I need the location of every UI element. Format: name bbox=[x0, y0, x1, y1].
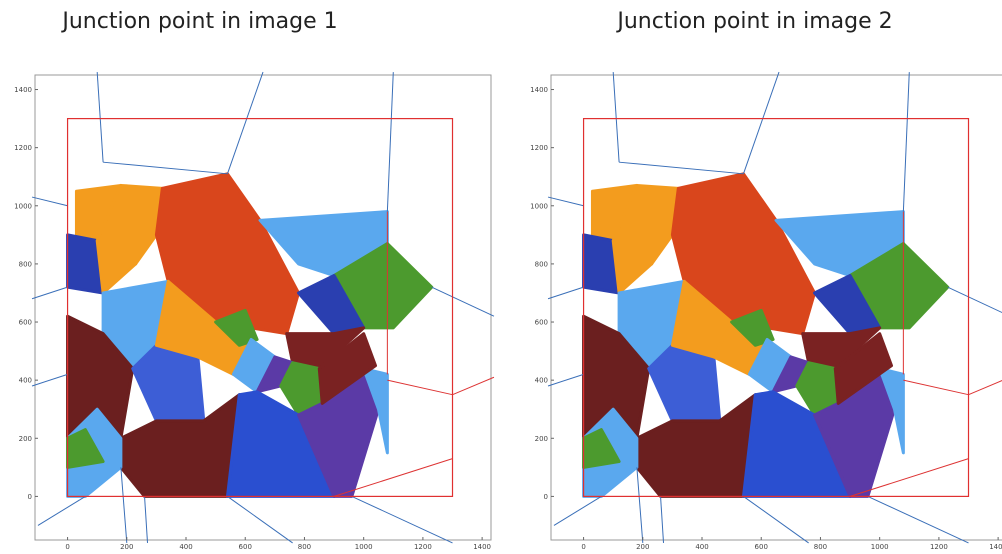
y-tick-label: 400 bbox=[535, 377, 548, 385]
x-tick-label: 0 bbox=[65, 543, 69, 551]
y-tick-label: 800 bbox=[535, 260, 548, 268]
x-tick-label: 1400 bbox=[989, 543, 1002, 551]
y-tick-label: 1000 bbox=[14, 202, 32, 210]
y-tick-label: 600 bbox=[19, 319, 32, 327]
y-tick-label: 800 bbox=[19, 260, 32, 268]
chart-title: Junction point in image 1 bbox=[60, 9, 337, 34]
y-tick-label: 600 bbox=[535, 319, 548, 327]
x-tick-label: 1000 bbox=[355, 543, 373, 551]
plot: 0 200 400 600 800 1000 1200 1400 0 200 400 600 800 10… bbox=[14, 72, 494, 551]
y-tick-label: 1000 bbox=[530, 202, 548, 210]
chart-title: Junction point in image 2 bbox=[615, 9, 892, 34]
y-tick-label: 1200 bbox=[530, 144, 548, 152]
x-tick-label: 400 bbox=[695, 543, 708, 551]
x-tick-label: 0 bbox=[581, 543, 585, 551]
y-tick-label: 400 bbox=[19, 377, 32, 385]
x-tick-label: 800 bbox=[814, 543, 827, 551]
y-tick-label: 0 bbox=[544, 493, 548, 501]
figure: Junction point in image 1 Junction point… bbox=[0, 0, 1002, 554]
x-tick-label: 200 bbox=[636, 543, 649, 551]
x-tick-label: 600 bbox=[239, 543, 252, 551]
x-tick-label: 400 bbox=[179, 543, 192, 551]
y-tick-label: 200 bbox=[19, 435, 32, 443]
x-tick-label: 1200 bbox=[930, 543, 948, 551]
plot: 0 200 400 600 800 1000 1200 1400 0 200 400 600 800 10… bbox=[530, 72, 1002, 551]
x-tick-label: 1400 bbox=[473, 543, 491, 551]
x-tick-label: 800 bbox=[298, 543, 311, 551]
y-tick-label: 200 bbox=[535, 435, 548, 443]
y-tick-label: 1400 bbox=[14, 86, 32, 94]
x-tick-label: 600 bbox=[755, 543, 768, 551]
y-tick-label: 1400 bbox=[530, 86, 548, 94]
y-tick-label: 0 bbox=[28, 493, 32, 501]
x-tick-label: 200 bbox=[120, 543, 133, 551]
x-tick-label: 1200 bbox=[414, 543, 432, 551]
x-tick-label: 1000 bbox=[871, 543, 889, 551]
y-tick-label: 1200 bbox=[14, 144, 32, 152]
